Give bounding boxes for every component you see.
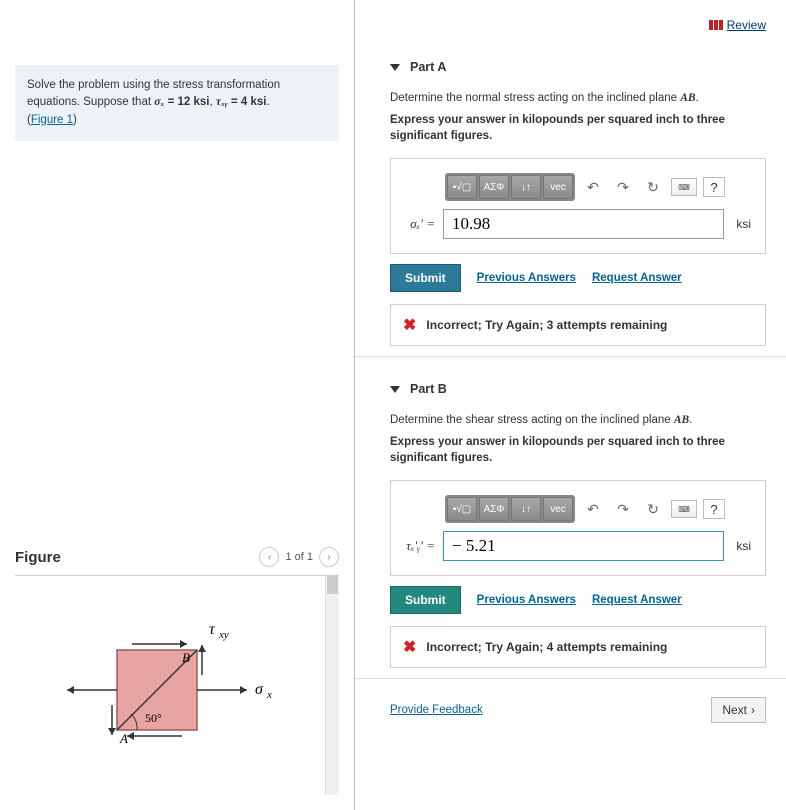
scripts-button[interactable]: ↓↑ [511, 175, 541, 199]
problem-statement: Solve the problem using the stress trans… [15, 65, 339, 141]
part-a-header[interactable]: Part A [390, 60, 766, 74]
part-a-feedback-text: Incorrect; Try Again; 3 attempts remaini… [426, 318, 667, 332]
instr-text: Determine the shear stress acting on the… [390, 414, 674, 426]
spacer [15, 141, 339, 523]
part-a-title: Part A [410, 60, 446, 74]
part-a-input-row: σₓ' = ksi [405, 209, 751, 239]
reset-button[interactable]: ↻ [641, 497, 665, 521]
figure-title: Figure [15, 549, 61, 566]
right-column: Review Part A Determine the normal stres… [355, 0, 786, 810]
part-b-header[interactable]: Part B [390, 382, 766, 396]
figure-counter: 1 of 1 [285, 551, 313, 563]
part-b-instruction2: Express your answer in kilopounds per sq… [390, 434, 766, 466]
footer-row: Provide Feedback Next › [355, 679, 786, 741]
next-button[interactable]: Next › [711, 697, 766, 723]
review-link[interactable]: Review [709, 18, 766, 32]
instr-text: Determine the normal stress acting on th… [390, 92, 680, 104]
vector-button[interactable]: vec [543, 175, 573, 199]
toolbar-group: ▪√▢ ΑΣΦ ↓↑ vec [445, 495, 575, 523]
angle-label: 50° [145, 711, 162, 725]
undo-button[interactable]: ↶ [581, 497, 605, 521]
symbols-button[interactable]: ΑΣΦ [479, 175, 509, 199]
part-b-submit-button[interactable]: Submit [390, 586, 461, 614]
plane-ab: AB [680, 92, 695, 104]
collapse-icon [390, 64, 400, 71]
part-a-submit-button[interactable]: Submit [390, 264, 461, 292]
reset-button[interactable]: ↻ [641, 175, 665, 199]
error-icon: ✖ [403, 637, 416, 657]
sigma-sub: x [266, 689, 272, 701]
part-a-toolbar: ▪√▢ ΑΣΦ ↓↑ vec ↶ ↷ ↻ ⌨ ? [445, 173, 751, 201]
part-b-submit-row: Submit Previous Answers Request Answer [390, 586, 766, 614]
tau-xy-val: = 4 ksi [231, 96, 267, 108]
redo-button[interactable]: ↷ [611, 497, 635, 521]
part-a-feedback: ✖ Incorrect; Try Again; 3 attempts remai… [390, 304, 766, 346]
part-b-section: Part B Determine the shear stress acting… [355, 357, 786, 679]
part-a-previous-answers[interactable]: Previous Answers [477, 272, 576, 284]
scripts-button[interactable]: ↓↑ [511, 497, 541, 521]
next-label: Next [722, 703, 747, 717]
figure-scrollbar[interactable] [325, 576, 339, 795]
sigma-label: σ [255, 681, 264, 698]
provide-feedback-link[interactable]: Provide Feedback [390, 704, 483, 716]
review-label: Review [727, 18, 766, 32]
collapse-icon [390, 386, 400, 393]
part-b-unit: ksi [732, 539, 751, 553]
node-a: A [119, 731, 128, 746]
error-icon: ✖ [403, 315, 416, 335]
part-b-feedback: ✖ Incorrect; Try Again; 4 attempts remai… [390, 626, 766, 668]
templates-button[interactable]: ▪√▢ [447, 497, 477, 521]
part-b-input[interactable] [443, 531, 724, 561]
part-a-request-answer[interactable]: Request Answer [592, 272, 682, 284]
keyboard-button[interactable]: ⌨ [671, 178, 697, 196]
tau-sub: xy [218, 629, 229, 641]
plane-ab: AB [674, 414, 689, 426]
figure-header: Figure ‹ 1 of 1 › [15, 543, 339, 571]
tau-xy-sym: τₓᵧ [216, 96, 228, 108]
part-a-unit: ksi [732, 217, 751, 231]
node-b: B [182, 650, 190, 665]
part-a-answer-box: ▪√▢ ΑΣΦ ↓↑ vec ↶ ↷ ↻ ⌨ ? σₓ' = ksi [390, 158, 766, 254]
sigma-x-val: = 12 ksi [168, 96, 210, 108]
app-layout: Solve the problem using the stress trans… [0, 0, 786, 810]
templates-button[interactable]: ▪√▢ [447, 175, 477, 199]
toolbar-group: ▪√▢ ΑΣΦ ↓↑ vec [445, 173, 575, 201]
part-a-section: Part A Determine the normal stress actin… [355, 35, 786, 357]
figure-link[interactable]: Figure 1 [31, 114, 73, 126]
figure-nav: ‹ 1 of 1 › [259, 547, 339, 567]
keyboard-button[interactable]: ⌨ [671, 500, 697, 518]
redo-button[interactable]: ↷ [611, 175, 635, 199]
help-button[interactable]: ? [703, 177, 725, 197]
part-b-input-row: τₓ'ᵧ' = ksi [405, 531, 751, 561]
part-a-instruction2: Express your answer in kilopounds per sq… [390, 112, 766, 144]
figure-prev-button[interactable]: ‹ [259, 547, 279, 567]
figure-next-button[interactable]: › [319, 547, 339, 567]
part-a-instruction: Determine the normal stress acting on th… [390, 92, 766, 104]
tau-label: τ [209, 621, 216, 638]
left-column: Solve the problem using the stress trans… [0, 0, 355, 810]
help-button[interactable]: ? [703, 499, 725, 519]
part-b-feedback-text: Incorrect; Try Again; 4 attempts remaini… [426, 640, 667, 654]
part-a-var-label: σₓ' = [405, 216, 435, 232]
part-b-request-answer[interactable]: Request Answer [592, 594, 682, 606]
vector-button[interactable]: vec [543, 497, 573, 521]
chevron-right-icon: › [751, 703, 755, 717]
review-icon [709, 20, 723, 30]
undo-button[interactable]: ↶ [581, 175, 605, 199]
part-b-title: Part B [410, 382, 447, 396]
part-b-var-label: τₓ'ᵧ' = [405, 538, 435, 554]
figure-panel: 50° A B σ x [15, 575, 339, 795]
part-b-answer-box: ▪√▢ ΑΣΦ ↓↑ vec ↶ ↷ ↻ ⌨ ? τₓ'ᵧ' = ksi [390, 480, 766, 576]
symbols-button[interactable]: ΑΣΦ [479, 497, 509, 521]
part-b-toolbar: ▪√▢ ΑΣΦ ↓↑ vec ↶ ↷ ↻ ⌨ ? [445, 495, 751, 523]
part-a-input[interactable] [443, 209, 724, 239]
part-b-previous-answers[interactable]: Previous Answers [477, 594, 576, 606]
sigma-x-sym: σₓ [154, 96, 164, 108]
part-a-submit-row: Submit Previous Answers Request Answer [390, 264, 766, 292]
part-b-instruction: Determine the shear stress acting on the… [390, 414, 766, 426]
figure-svg: 50° A B σ x [37, 600, 317, 780]
